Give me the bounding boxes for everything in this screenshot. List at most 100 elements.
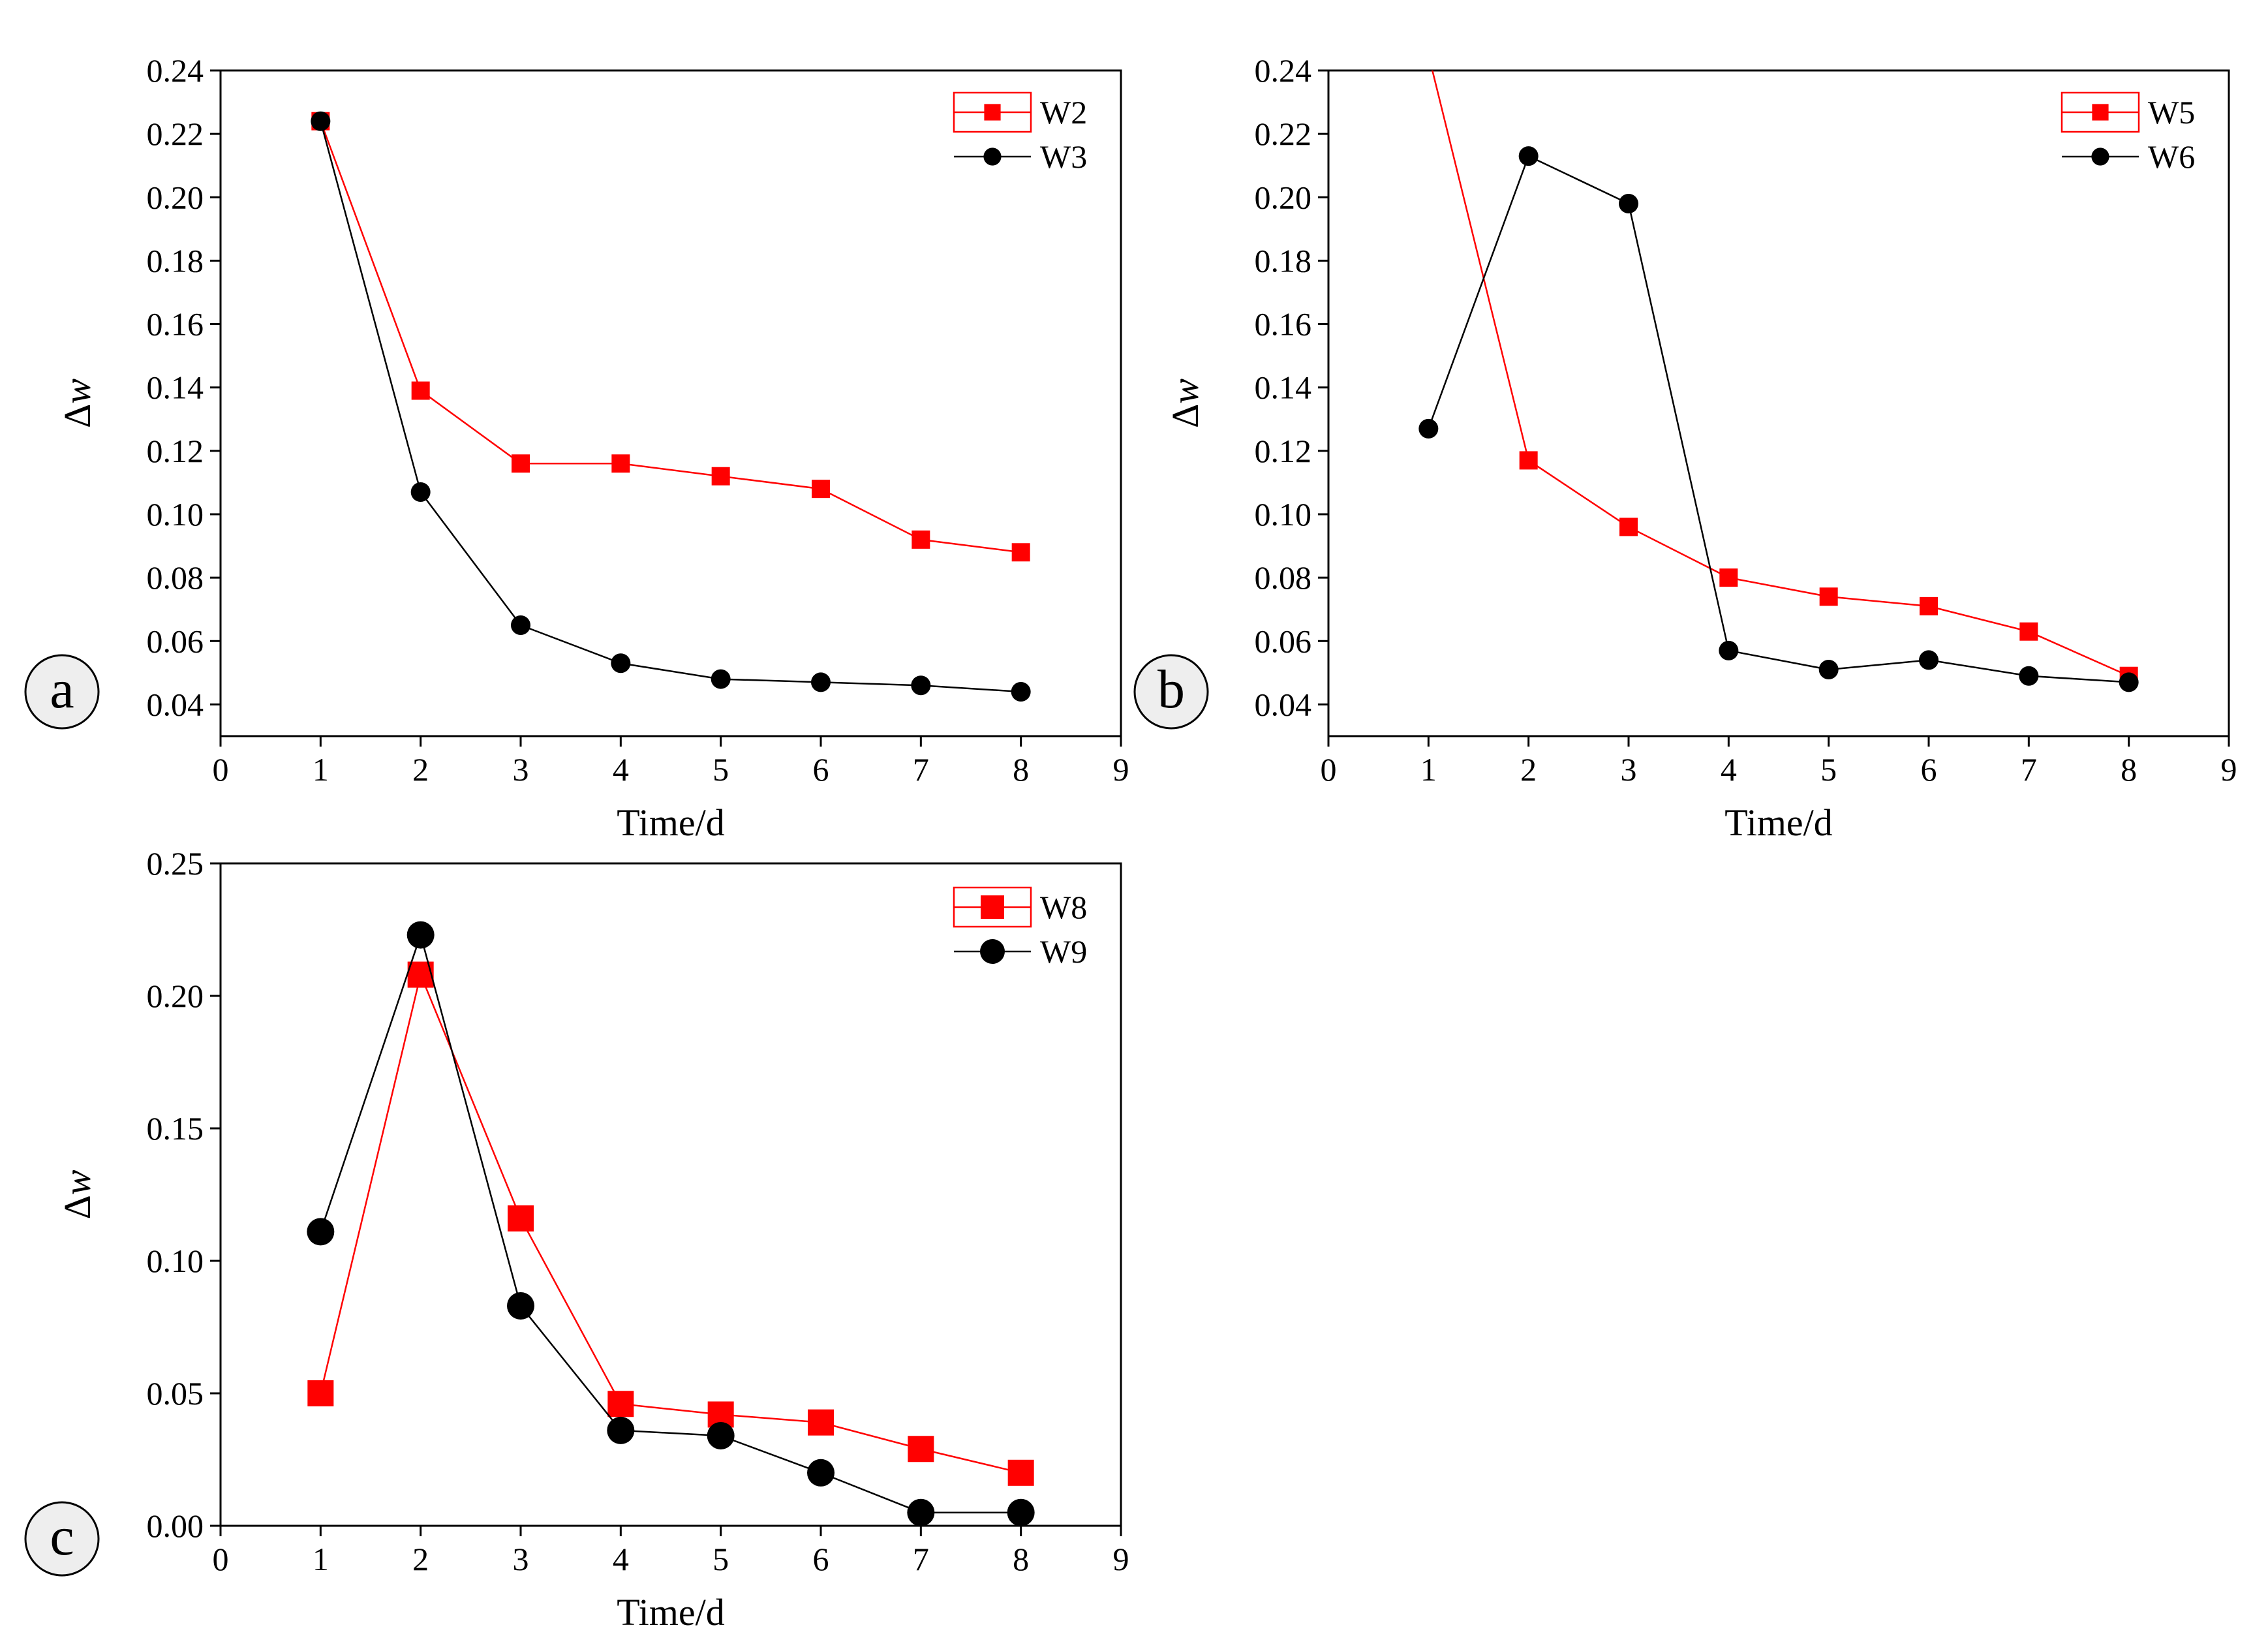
data-point-W2 <box>512 454 530 473</box>
panel-badge <box>24 1501 100 1577</box>
y-tick-label: 0.24 <box>1255 52 1312 89</box>
y-tick-label: 0.20 <box>147 978 204 1014</box>
data-point-W2 <box>912 530 930 549</box>
data-point-W2 <box>611 454 630 473</box>
data-point-W6 <box>1919 650 1939 670</box>
x-tick-label: 3 <box>513 1541 529 1577</box>
data-point-W5 <box>1819 587 1838 606</box>
data-point-W5 <box>2019 622 2038 641</box>
y-tick-label: 0.08 <box>1255 559 1312 596</box>
y-tick-label: 0.04 <box>147 686 204 722</box>
data-point-W8 <box>407 961 434 988</box>
series-line-W9 <box>320 932 1021 1513</box>
panel-badge <box>24 654 100 730</box>
legend-marker-W2 <box>984 104 1001 121</box>
y-tick-label: 0.06 <box>1255 623 1312 659</box>
data-point-W2 <box>812 480 830 499</box>
y-tick-label: 0.20 <box>147 179 204 215</box>
data-point-W5 <box>1419 46 1437 64</box>
y-tick-label: 0.18 <box>1255 242 1312 279</box>
data-point-W9 <box>807 1459 835 1487</box>
series-W6 <box>1418 146 2139 692</box>
data-point-W6 <box>1818 660 1839 679</box>
legend-label-W9: W9 <box>1040 933 1087 970</box>
x-axis-title: Time/d <box>1724 801 1832 844</box>
series-line-W8 <box>320 972 1021 1474</box>
data-point-W8 <box>607 1391 634 1417</box>
x-tick-label: 3 <box>1621 751 1637 788</box>
chart-panel-a: 0 1 2 3 4 5 6 7 8 9 0.04 0.06 0.08 0.10 0.12 0.14 0.16 0.… <box>24 52 1129 844</box>
plot-frame <box>219 862 1122 1527</box>
data-point-W6 <box>1518 146 1539 166</box>
legend-label-W2: W2 <box>1040 94 1087 131</box>
plot-frame <box>219 69 1122 737</box>
y-tick-label: 0.12 <box>1255 433 1312 469</box>
legend-marker-W3 <box>983 147 1002 166</box>
series-line-W3 <box>320 121 1021 693</box>
y-axis-title-symbol: Δ <box>1164 404 1206 428</box>
series-line-W2 <box>320 121 1021 553</box>
x-tick-label: 9 <box>1113 751 1129 788</box>
data-point-W2 <box>411 381 430 400</box>
x-tick-label: 6 <box>813 1541 829 1577</box>
x-tick-label: 2 <box>412 1541 429 1577</box>
y-tick-label: 0.10 <box>147 1243 204 1279</box>
y-tick-label: 0.10 <box>1255 496 1312 533</box>
x-tick-label: 5 <box>713 751 729 788</box>
y-axis-title-variable: w <box>56 379 99 404</box>
series-line-W5 <box>1432 70 2130 677</box>
x-tick-label: 4 <box>613 1541 629 1577</box>
x-tick-label: 5 <box>1820 751 1837 788</box>
data-point-W9 <box>907 1498 935 1526</box>
x-tick-label: 9 <box>1113 1541 1129 1577</box>
y-tick-label: 0.22 <box>147 116 204 152</box>
series-W5 <box>1419 46 2138 685</box>
data-point-W8 <box>808 1409 834 1436</box>
data-point-W9 <box>507 1292 534 1320</box>
y-tick-label: 0.06 <box>147 623 204 659</box>
y-tick-label: 0.22 <box>1255 116 1312 152</box>
x-tick-label: 0 <box>213 751 229 788</box>
panel-letter: b <box>1157 659 1185 720</box>
y-tick-label: 0.15 <box>147 1110 204 1147</box>
legend-marker-W8 <box>981 895 1004 919</box>
data-point-W5 <box>1619 518 1638 536</box>
plot-frame <box>1327 69 2230 737</box>
data-point-W3 <box>611 653 631 673</box>
data-point-W6 <box>1418 418 1439 439</box>
x-tick-label: 8 <box>2121 751 2137 788</box>
x-tick-label: 2 <box>1520 751 1537 788</box>
x-tick-label: 1 <box>313 751 329 788</box>
legend-marker-W6 <box>2091 147 2109 166</box>
data-point-W3 <box>1011 682 1031 702</box>
data-point-W2 <box>1011 543 1030 562</box>
x-axis-title: Time/d <box>617 801 724 844</box>
data-point-W6 <box>1719 640 1739 660</box>
data-point-W8 <box>908 1436 934 1462</box>
x-tick-label: 5 <box>713 1541 729 1577</box>
y-tick-label: 0.14 <box>1255 369 1312 406</box>
y-tick-label: 0.20 <box>1255 179 1312 215</box>
data-point-W6 <box>2119 672 2139 692</box>
data-point-W6 <box>2019 666 2039 686</box>
panel-badge <box>1133 654 1209 730</box>
x-tick-label: 1 <box>1420 751 1437 788</box>
x-tick-label: 9 <box>2221 751 2237 788</box>
x-tick-label: 0 <box>1321 751 1337 788</box>
data-point-W8 <box>508 1205 534 1232</box>
y-tick-label: 0.10 <box>147 496 204 533</box>
series-W3 <box>311 111 1031 702</box>
data-point-W3 <box>410 482 431 502</box>
x-tick-label: 4 <box>1721 751 1737 788</box>
legend-label-W6: W6 <box>2148 138 2195 175</box>
x-tick-label: 4 <box>613 751 629 788</box>
y-tick-label: 0.08 <box>147 559 204 596</box>
data-point-W9 <box>707 1421 735 1449</box>
y-tick-label: 0.14 <box>147 369 204 406</box>
data-point-W9 <box>406 921 435 949</box>
chart-panel-b: 0 1 2 3 4 5 6 7 8 9 0.04 0.06 0.08 0.10 0.12 0.14 0.16 0.… <box>1133 46 2237 844</box>
data-point-W3 <box>311 111 331 131</box>
